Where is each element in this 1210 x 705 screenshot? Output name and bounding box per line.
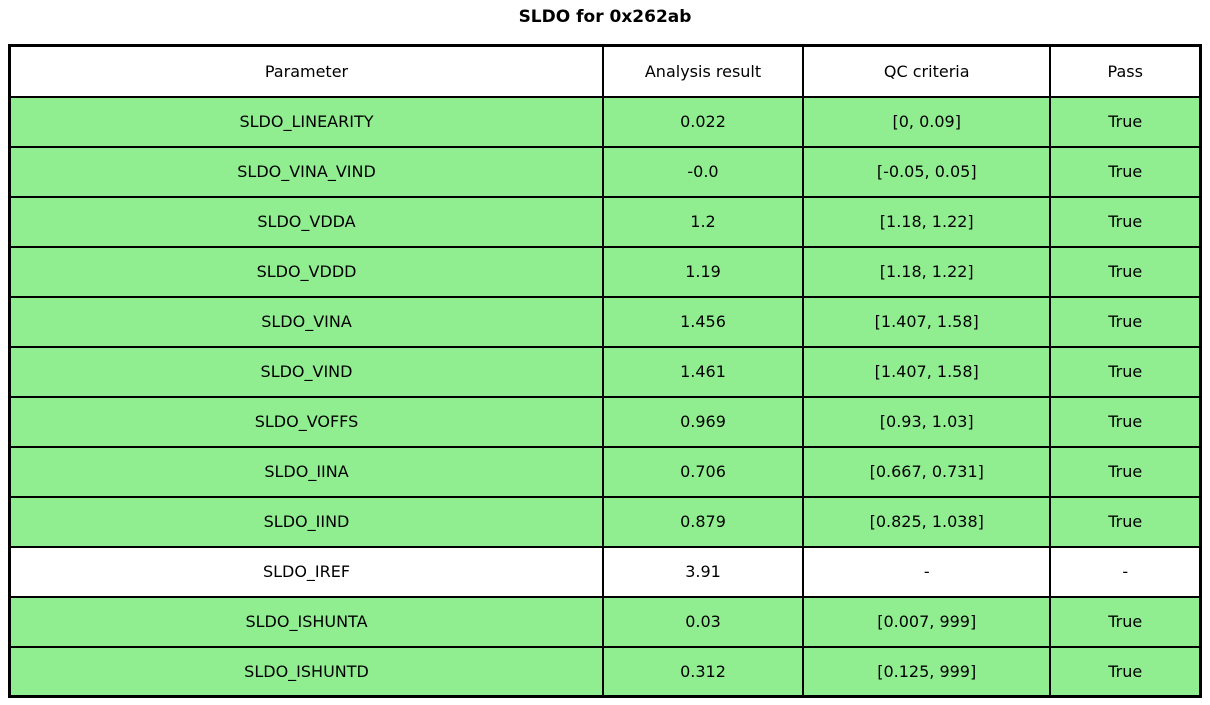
cell-analysis_result: 0.312: [602, 645, 804, 698]
cell-qc_criteria: [1.407, 1.58]: [801, 345, 1052, 398]
cell-parameter: SLDO_IIND: [8, 495, 605, 548]
cell-parameter: SLDO_ISHUNTA: [8, 595, 605, 648]
table-body: SLDO_LINEARITY 0.022 [0, 0.09] True SLDO_VIN…: [8, 95, 1202, 698]
column-header-analysis-result: Analysis result: [602, 44, 804, 98]
cell-qc_criteria: [0.825, 1.038]: [801, 495, 1052, 548]
table-row: SLDO_IREF 3.91- -: [8, 545, 1202, 598]
cell-qc_criteria: [0, 0.09]: [801, 95, 1052, 148]
cell-parameter: SLDO_VINA: [8, 295, 605, 348]
cell-analysis_result: 0.879: [602, 495, 804, 548]
header-row: Parameter Analysis result QC criteria Pass: [8, 44, 1202, 98]
cell-pass: True: [1049, 245, 1202, 298]
table-row: SLDO_IINA 0.706 [0.667, 0.731] True: [8, 445, 1202, 498]
cell-parameter: SLDO_VDDD: [8, 245, 605, 298]
cell-qc_criteria: [1.407, 1.58]: [801, 295, 1052, 348]
table-row: SLDO_ISHUNTA 0.03 [0.007, 999] True: [8, 595, 1202, 648]
table-row: SLDO_VOFFS 0.969 [0.93, 1.03] True: [8, 395, 1202, 448]
cell-parameter: SLDO_VIND: [8, 345, 605, 398]
cell-parameter: SLDO_IINA: [8, 445, 605, 498]
cell-pass: True: [1049, 345, 1202, 398]
cell-parameter: SLDO_VINA_VIND: [8, 145, 605, 198]
cell-parameter: SLDO_VOFFS: [8, 395, 605, 448]
cell-parameter: SLDO_LINEARITY: [8, 95, 605, 148]
cell-qc_criteria: [0.125, 999]: [801, 645, 1052, 698]
cell-pass: True: [1049, 395, 1202, 448]
cell-parameter: SLDO_ISHUNTD: [8, 645, 605, 698]
cell-qc_criteria: [1.18, 1.22]: [801, 195, 1052, 248]
column-header-qc-criteria: QC criteria: [801, 44, 1052, 98]
cell-analysis_result: 1.19: [602, 245, 804, 298]
cell-analysis_result: 0.969: [602, 395, 804, 448]
cell-pass: True: [1049, 95, 1202, 148]
qc-results-table: Parameter Analysis result QC criteria Pass …: [8, 44, 1202, 698]
cell-analysis_result: 0.706: [602, 445, 804, 498]
cell-analysis_result: 0.03: [602, 595, 804, 648]
column-header-pass: Pass: [1049, 44, 1202, 98]
table-row: SLDO_VIND 1.461 [1.407, 1.58] True: [8, 345, 1202, 398]
cell-pass: -: [1049, 545, 1202, 598]
table-row: SLDO_ISHUNTD 0.312 [0.125, 999] True: [8, 645, 1202, 698]
table-row: SLDO_IIND 0.879 [0.825, 1.038] True: [8, 495, 1202, 548]
cell-pass: True: [1049, 145, 1202, 198]
cell-pass: True: [1049, 595, 1202, 648]
table-row: SLDO_VINA_VIND -0.0 [-0.05, 0.05] True: [8, 145, 1202, 198]
cell-pass: True: [1049, 645, 1202, 698]
cell-pass: True: [1049, 495, 1202, 548]
table-title: SLDO for 0x262ab: [518, 7, 692, 27]
cell-parameter: SLDO_IREF: [8, 545, 605, 598]
cell-qc_criteria: [0.667, 0.731]: [801, 445, 1052, 498]
cell-qc_criteria: [0.93, 1.03]: [801, 395, 1052, 448]
cell-analysis_result: 0.022: [602, 95, 804, 148]
table-row: SLDO_VDDA 1.2 [1.18, 1.22] True: [8, 195, 1202, 248]
cell-analysis_result: 1.461: [602, 345, 804, 398]
cell-qc_criteria: -: [801, 545, 1052, 598]
cell-analysis_result: 3.91: [602, 545, 804, 598]
cell-qc_criteria: [1.18, 1.22]: [801, 245, 1052, 298]
cell-analysis_result: 1.456: [602, 295, 804, 348]
cell-analysis_result: 1.2: [602, 195, 804, 248]
figure: SLDO for 0x262ab Parameter Analysis resul…: [0, 6, 1210, 705]
cell-pass: True: [1049, 295, 1202, 348]
cell-qc_criteria: [0.007, 999]: [801, 595, 1052, 648]
table-header: Parameter Analysis result QC criteria Pass: [8, 44, 1202, 98]
column-header-parameter: Parameter: [8, 44, 605, 98]
cell-parameter: SLDO_VDDA: [8, 195, 605, 248]
cell-qc_criteria: [-0.05, 0.05]: [801, 145, 1052, 198]
cell-pass: True: [1049, 195, 1202, 248]
cell-analysis_result: -0.0: [602, 145, 804, 198]
table-row: SLDO_VDDD 1.19 [1.18, 1.22] True: [8, 245, 1202, 298]
table-row: SLDO_LINEARITY 0.022 [0, 0.09] True: [8, 95, 1202, 148]
table-row: SLDO_VINA 1.456 [1.407, 1.58] True: [8, 295, 1202, 348]
cell-pass: True: [1049, 445, 1202, 498]
